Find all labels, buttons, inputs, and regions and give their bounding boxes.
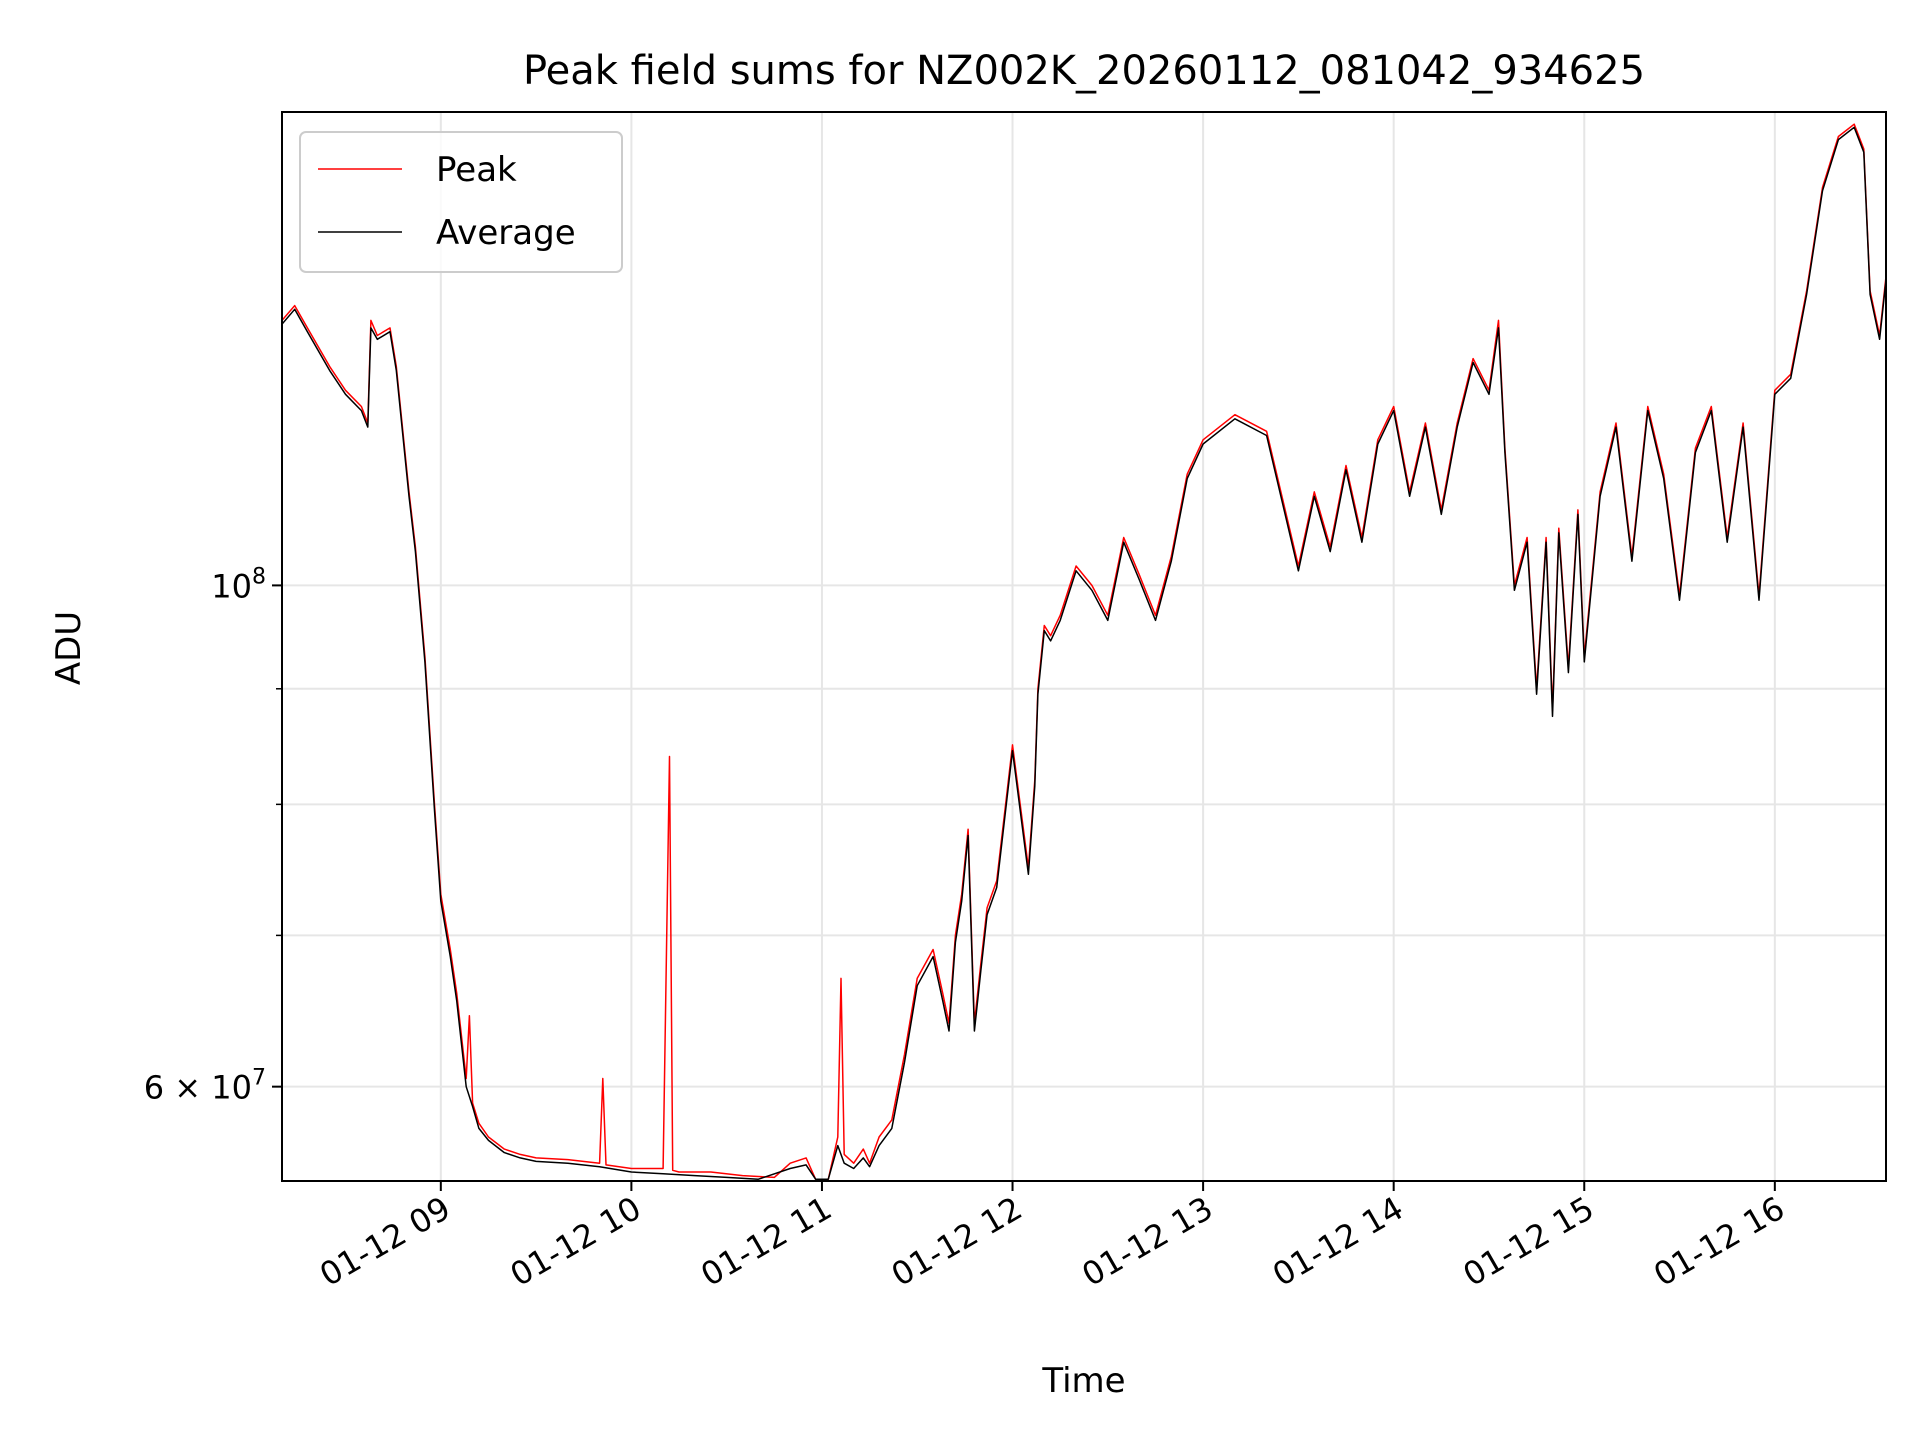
chart-title: Peak field sums for NZ002K_20260112_0810… — [523, 48, 1645, 94]
y-axis-ticks: 6 × 107 108 — [144, 564, 282, 1107]
x-axis-label: Time — [1041, 1361, 1125, 1401]
legend-label-average: Average — [436, 213, 576, 253]
grid-layer — [282, 112, 1886, 1181]
y-tick-label: 108 — [211, 564, 266, 605]
y-tick-label: 6 × 107 — [144, 1066, 266, 1107]
legend-label-peak: Peak — [436, 150, 517, 190]
plot-frame — [281, 111, 1887, 1182]
legend-box — [299, 131, 623, 273]
series-layer — [282, 123, 1886, 1180]
y-axis-label: ADU — [49, 611, 89, 685]
series-line-average — [282, 126, 1886, 1180]
legend: Peak Average — [299, 131, 623, 273]
